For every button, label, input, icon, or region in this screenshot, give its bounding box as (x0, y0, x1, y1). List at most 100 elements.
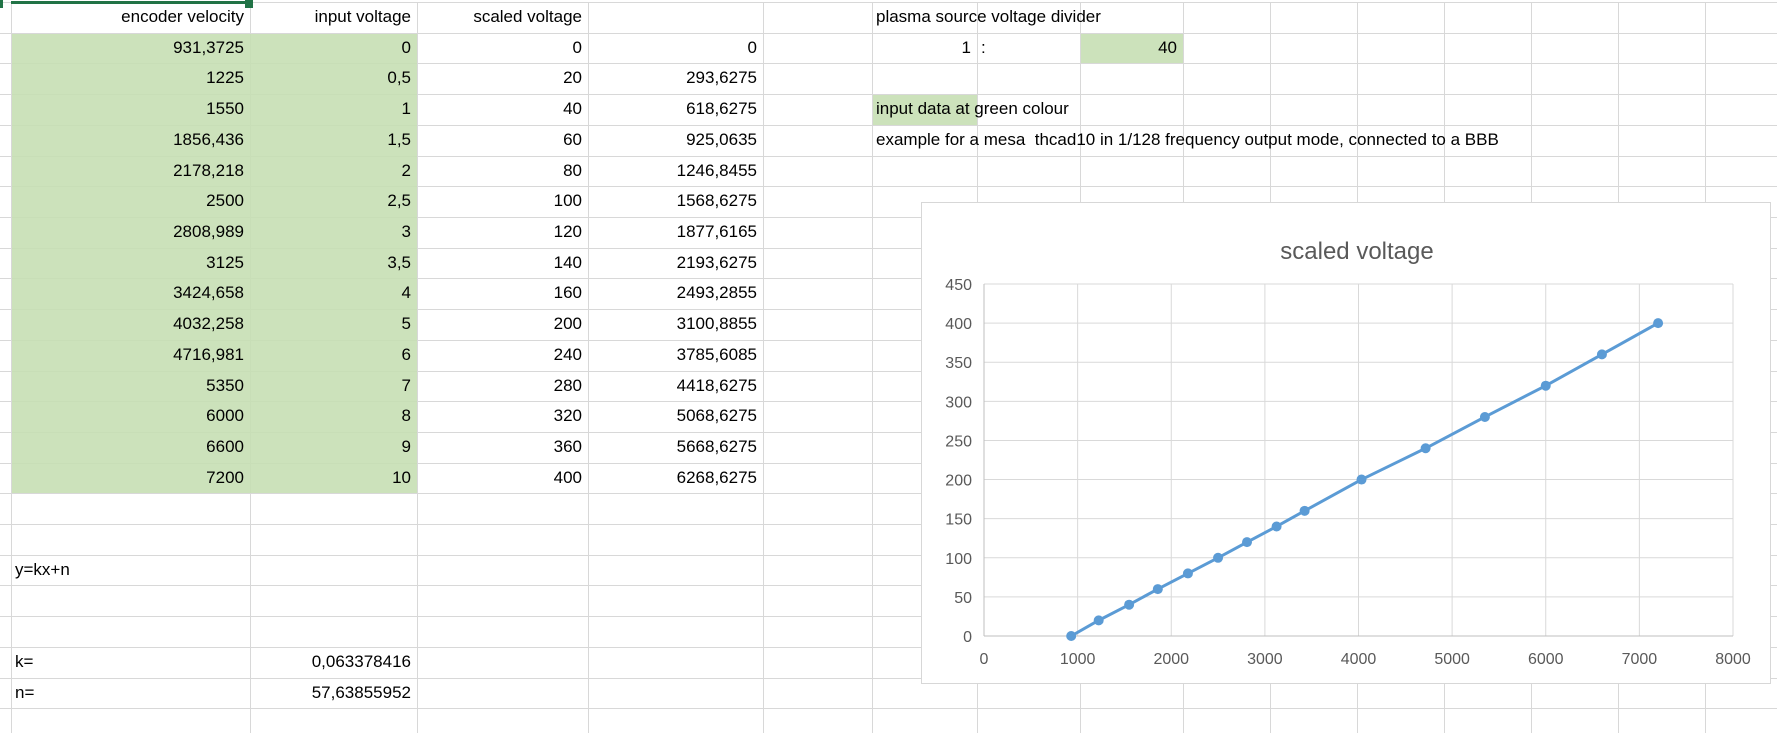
cell-C2[interactable]: 0 (401, 37, 411, 57)
gridline-horizontal (0, 216, 1777, 218)
cell-B14[interactable]: 6000 (206, 406, 244, 426)
cell-C12[interactable]: 6 (401, 344, 411, 364)
x-axis-tick-label: 4000 (1341, 651, 1377, 668)
formula-equation[interactable]: y=kx+n (15, 559, 70, 579)
cell-B3[interactable]: 1225 (206, 68, 244, 88)
y-axis-tick-label: 150 (945, 512, 972, 529)
header-encoder-velocity[interactable]: encoder velocity (121, 7, 244, 26)
cell-B8[interactable]: 2808,989 (173, 221, 244, 241)
cell-B7[interactable]: 2500 (206, 191, 244, 211)
cell-E6[interactable]: 1246,8455 (676, 160, 757, 180)
y-axis-tick-label: 200 (945, 473, 972, 490)
cell-E4[interactable]: 618,6275 (686, 99, 757, 119)
cell-E9[interactable]: 2193,6275 (676, 252, 757, 272)
cell-E15[interactable]: 5668,6275 (676, 436, 757, 456)
cell-C13[interactable]: 7 (401, 375, 411, 395)
formula-n-value[interactable]: 57,63855952 (311, 682, 411, 702)
selection-border-edge (0, 0, 3, 8)
cell-E2[interactable]: 0 (747, 37, 757, 57)
input-data-fill (12, 33, 417, 494)
cell-D10[interactable]: 160 (553, 283, 582, 303)
divider-ratio-value[interactable]: 40 (1158, 37, 1177, 57)
cell-B5[interactable]: 1856,436 (173, 129, 244, 149)
cell-D14[interactable]: 320 (553, 406, 582, 426)
series-marker (1356, 474, 1367, 485)
cell-D2[interactable]: 0 (572, 37, 582, 57)
cell-B2[interactable]: 931,3725 (173, 37, 244, 57)
cell-D13[interactable]: 280 (553, 375, 582, 395)
cell-C8[interactable]: 3 (401, 221, 411, 241)
header-scaled-voltage[interactable]: scaled voltage (473, 7, 582, 26)
cell-C9[interactable]: 3,5 (387, 252, 411, 272)
cell-C5[interactable]: 1,5 (387, 129, 411, 149)
cell-E8[interactable]: 1877,6165 (676, 221, 757, 241)
cell-B6[interactable]: 2178,218 (173, 160, 244, 180)
header-input-voltage[interactable]: input voltage (314, 7, 411, 26)
cell-C14[interactable]: 8 (401, 406, 411, 426)
formula-n-label[interactable]: n= (15, 682, 35, 702)
cell-B13[interactable]: 5350 (206, 375, 244, 395)
cell-E7[interactable]: 1568,6275 (676, 191, 757, 211)
cell-D16[interactable]: 400 (553, 467, 582, 487)
cell-D5[interactable]: 60 (563, 129, 582, 149)
cell-D8[interactable]: 120 (553, 221, 582, 241)
gridline-horizontal (0, 32, 1777, 34)
note-input-data[interactable]: input data at green colour (876, 99, 1069, 119)
cell-E11[interactable]: 3100,8855 (676, 314, 757, 334)
gridline-vertical (763, 2, 764, 733)
y-axis-tick-label: 450 (945, 277, 972, 294)
cell-E14[interactable]: 5068,6275 (676, 406, 757, 426)
cell-D4[interactable]: 40 (563, 99, 582, 119)
chart-panel[interactable]: 0 50 100 150 200 250 300 350 400 450 0 1000 2000 3000… (921, 202, 1771, 684)
y-axis-tick-label: 400 (945, 316, 972, 333)
cell-C3[interactable]: 0,5 (387, 68, 411, 88)
gridline-horizontal (0, 554, 1777, 556)
cell-C15[interactable]: 9 (401, 436, 411, 456)
gridline-horizontal (0, 462, 1777, 464)
cell-B4[interactable]: 1550 (206, 99, 244, 119)
cell-C6[interactable]: 2 (401, 160, 411, 180)
gridline-horizontal (0, 339, 1777, 341)
cell-D7[interactable]: 100 (553, 191, 582, 211)
cell-E3[interactable]: 293,6275 (686, 68, 757, 88)
cell-C4[interactable]: 1 (401, 99, 411, 119)
chart-title: scaled voltage (1280, 238, 1433, 265)
cell-D11[interactable]: 200 (553, 314, 582, 334)
cell-B15[interactable]: 6600 (206, 436, 244, 456)
divider-title[interactable]: plasma source voltage divider (876, 7, 1101, 26)
cell-B12[interactable]: 4716,981 (173, 344, 244, 364)
series-marker (1540, 380, 1551, 391)
cell-C10[interactable]: 4 (401, 283, 411, 303)
divider-ratio-colon[interactable]: : (981, 37, 986, 57)
cell-B10[interactable]: 3424,658 (173, 283, 244, 303)
series-marker (1093, 615, 1104, 626)
cell-E5[interactable]: 925,0635 (686, 129, 757, 149)
cell-E12[interactable]: 3785,6085 (676, 344, 757, 364)
cell-C11[interactable]: 5 (401, 314, 411, 334)
cell-D9[interactable]: 140 (553, 252, 582, 272)
cell-E10[interactable]: 2493,2855 (676, 283, 757, 303)
cell-E13[interactable]: 4418,6275 (676, 375, 757, 395)
cell-D12[interactable]: 240 (553, 344, 582, 364)
divider-ratio-left[interactable]: 1 (961, 37, 971, 57)
y-axis-tick-label: 0 (963, 629, 972, 646)
series-marker (1213, 552, 1224, 563)
series-marker (1420, 443, 1431, 454)
formula-k-label[interactable]: k= (15, 651, 34, 671)
cell-B9[interactable]: 3125 (206, 252, 244, 272)
cell-D3[interactable]: 20 (563, 68, 582, 88)
gridline-horizontal (0, 186, 1777, 188)
cell-C16[interactable]: 10 (392, 467, 411, 487)
cell-D6[interactable]: 80 (563, 160, 582, 180)
formula-k-value[interactable]: 0,063378416 (311, 651, 411, 671)
cell-C7[interactable]: 2,5 (387, 191, 411, 211)
note-example[interactable]: example for a mesa thcad10 in 1/128 freq… (876, 129, 1499, 149)
cell-B11[interactable]: 4032,258 (173, 314, 244, 334)
gridline-horizontal (0, 401, 1777, 403)
series-marker (1479, 411, 1490, 422)
series-marker (1653, 318, 1664, 329)
cell-E16[interactable]: 6268,6275 (676, 467, 757, 487)
gridline-horizontal (0, 708, 1777, 710)
cell-B16[interactable]: 7200 (206, 467, 244, 487)
cell-D15[interactable]: 360 (553, 436, 582, 456)
